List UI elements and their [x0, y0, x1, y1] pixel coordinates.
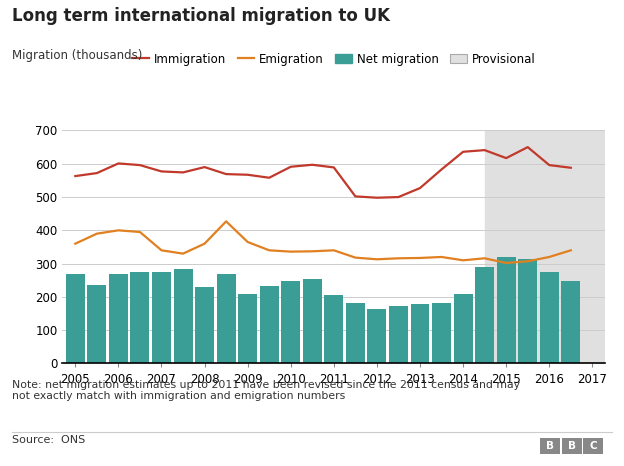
Bar	[432, 302, 451, 363]
Bar	[238, 294, 257, 363]
Bar	[87, 285, 106, 363]
Bar	[109, 274, 128, 363]
Bar	[195, 287, 214, 363]
Bar	[173, 269, 193, 363]
Bar	[411, 304, 429, 363]
Bar	[260, 286, 279, 363]
Bar	[324, 295, 343, 363]
Bar	[66, 274, 85, 363]
Bar	[303, 279, 322, 363]
Bar	[346, 302, 365, 363]
Bar	[130, 272, 149, 363]
Bar	[454, 294, 472, 363]
Bar	[485, 130, 605, 363]
Bar	[368, 308, 386, 363]
Bar	[519, 259, 537, 363]
Text: Migration (thousands): Migration (thousands)	[12, 49, 143, 62]
Text: C: C	[590, 441, 597, 451]
Bar	[497, 257, 515, 363]
Bar	[389, 306, 408, 363]
Bar	[152, 272, 171, 363]
Legend: Immigration, Emigration, Net migration, Provisional: Immigration, Emigration, Net migration, …	[127, 48, 540, 70]
Bar	[562, 281, 580, 363]
Bar	[475, 267, 494, 363]
Bar	[281, 281, 300, 363]
Text: B: B	[546, 441, 553, 451]
Text: Note: net migration estimates up to 2011 have been revised since the 2011 census: Note: net migration estimates up to 2011…	[12, 380, 520, 401]
Text: Long term international migration to UK: Long term international migration to UK	[12, 7, 391, 25]
Bar	[540, 272, 558, 363]
Text: Source:  ONS: Source: ONS	[12, 435, 85, 445]
Text: B: B	[568, 441, 575, 451]
Bar	[217, 274, 236, 363]
